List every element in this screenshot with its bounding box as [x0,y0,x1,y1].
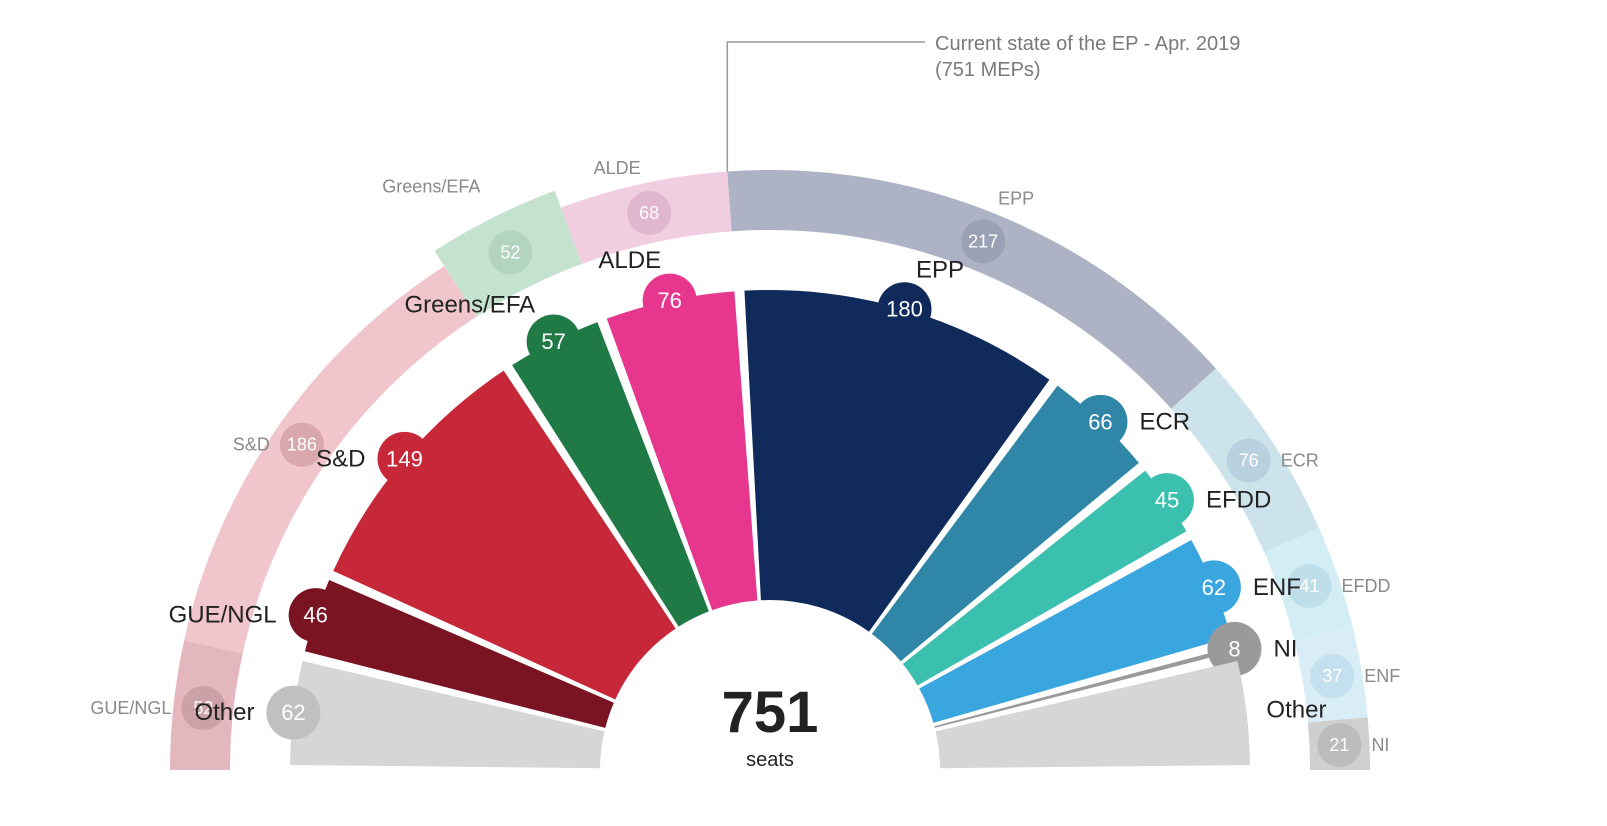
outer-badge-value-out-alde: 68 [639,203,659,223]
inner-label-alde: ALDE [598,247,661,274]
inner-badge-value-greens-efa: 57 [541,329,565,354]
inner-label-ecr: ECR [1139,408,1190,435]
outer-badge-value-out-epp: 217 [968,231,998,251]
outer-label-out-gue-ngl: GUE/NGL [90,698,171,718]
outer-badge-value-out-ecr: 76 [1239,451,1259,471]
outer-label-out-ecr: ECR [1281,451,1319,471]
annotation-leader [727,42,925,172]
inner-label-ni: NI [1273,635,1297,662]
outer-badge-value-out-greens-efa: 52 [500,242,520,262]
parliament-hemicycle-chart: 52GUE/NGL186S&D52Greens/EFA68ALDE217EPP7… [0,0,1607,826]
outer-label-out-ni: NI [1371,735,1389,755]
inner-label-epp: EPP [916,256,964,283]
inner-slice-epp [744,282,1049,632]
outer-label-out-epp: EPP [998,188,1034,208]
outer-badge-value-out-ni: 21 [1329,735,1349,755]
center-total-word: seats [746,749,794,771]
center-total-number: 751 [722,680,819,745]
inner-badge-value-efdd: 45 [1155,488,1179,513]
inner-badge-value-ecr: 66 [1088,409,1112,434]
inner-label-other-right: Other [1266,697,1326,724]
inner-label-sd: S&D [316,445,365,472]
inner-badge-value-gue-ngl: 46 [303,603,327,628]
outer-badge-value-out-sd: 186 [287,435,317,455]
outer-label-out-alde: ALDE [594,158,641,178]
inner-badge-value-alde: 76 [657,288,681,313]
outer-badge-value-out-efdd: 41 [1299,576,1319,596]
inner-badge-value-sd: 149 [386,446,423,471]
inner-label-greens-efa: Greens/EFA [404,291,535,318]
outer-label-out-greens-efa: Greens/EFA [382,177,480,197]
outer-label-out-efdd: EFDD [1341,576,1390,596]
outer-label-out-enf: ENF [1364,666,1400,686]
inner-label-efdd: EFDD [1206,487,1271,514]
outer-label-out-sd: S&D [233,435,270,455]
inner-badge-value-ni: 8 [1228,636,1240,661]
inner-label-enf: ENF [1253,574,1301,601]
inner-label-gue-ngl: GUE/NGL [169,602,277,629]
inner-label-other-left: Other [194,699,254,726]
inner-badge-value-enf: 62 [1202,575,1226,600]
inner-badge-value-epp: 180 [886,297,923,322]
inner-badge-value-other-left: 62 [281,700,305,725]
annotation-line2: (751 MEPs) [935,59,1041,81]
outer-badge-value-out-enf: 37 [1322,666,1342,686]
annotation-line1: Current state of the EP - Apr. 2019 [935,33,1240,55]
